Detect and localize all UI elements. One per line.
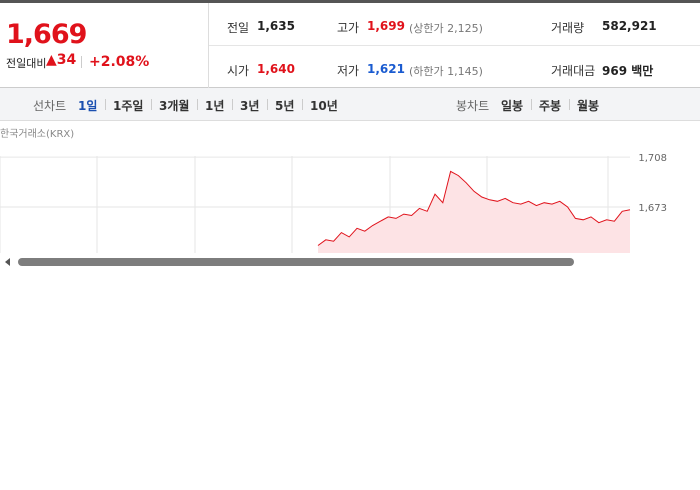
tab[interactable]: 1주일	[113, 99, 144, 113]
source: 한국거래소(KRX)	[0, 128, 74, 140]
tab[interactable]: 1년	[205, 99, 225, 113]
y-tick-label: 1,708	[638, 153, 667, 164]
quote-panel: 1,669 전일대비 ▲34 +2.08% 전일 1,635 고가 1,699 (상한가…	[0, 0, 700, 88]
stat-value: 1,699	[367, 19, 405, 33]
separator	[569, 99, 570, 110]
separator	[197, 99, 198, 110]
separator	[531, 99, 532, 110]
change-label: 전일대비	[6, 57, 47, 70]
change-value: 34	[56, 52, 77, 68]
change-rate: +2.08%	[89, 54, 150, 70]
tab-bar: 선차트 1일 1주일 3개월 1년 3년 5년 10년 봉차트 일봉 주봉 월봉	[0, 88, 700, 121]
stat-value: 1,635	[257, 19, 295, 33]
stat-label: 고가	[337, 21, 360, 35]
separator	[302, 99, 303, 110]
tab[interactable]: 월봉	[577, 99, 600, 113]
stat-label: 거래량	[551, 21, 585, 35]
scrollbar[interactable]	[0, 254, 700, 270]
tab[interactable]: 3년	[240, 99, 260, 113]
stat-note: (하한가 1,145)	[409, 65, 483, 78]
tab[interactable]: 3개월	[159, 99, 190, 113]
tab[interactable]: 일봉	[501, 99, 524, 113]
stat-note: (상한가 2,125)	[409, 22, 483, 35]
separator	[267, 99, 268, 110]
tab-group-label: 선차트	[33, 99, 67, 113]
stat-value: 969 백만	[602, 64, 654, 78]
tab[interactable]: 5년	[275, 99, 295, 113]
y-tick-label: 1,673	[638, 203, 667, 214]
stat-value: 1,640	[257, 62, 295, 76]
separator	[232, 99, 233, 110]
separator	[151, 99, 152, 110]
stat-label: 전일	[227, 21, 250, 35]
chart: 한국거래소(KRX) 1,708 1,673	[0, 128, 700, 255]
stat-value: 582,921	[602, 19, 657, 33]
change: ▲34	[46, 52, 77, 68]
stat-label: 거래대금	[551, 64, 596, 78]
stat-value: 1,621	[367, 62, 405, 76]
tab[interactable]: 1일	[78, 99, 98, 113]
current-price: 1,669	[6, 19, 87, 50]
stat-label: 시가	[227, 64, 250, 78]
price-line	[317, 170, 631, 246]
tab-group-label: 봉차트	[456, 99, 490, 113]
price-area	[318, 171, 630, 254]
separator	[105, 99, 106, 110]
stat-label: 저가	[337, 64, 360, 78]
tab[interactable]: 주봉	[539, 99, 562, 113]
tab[interactable]: 10년	[310, 99, 338, 113]
